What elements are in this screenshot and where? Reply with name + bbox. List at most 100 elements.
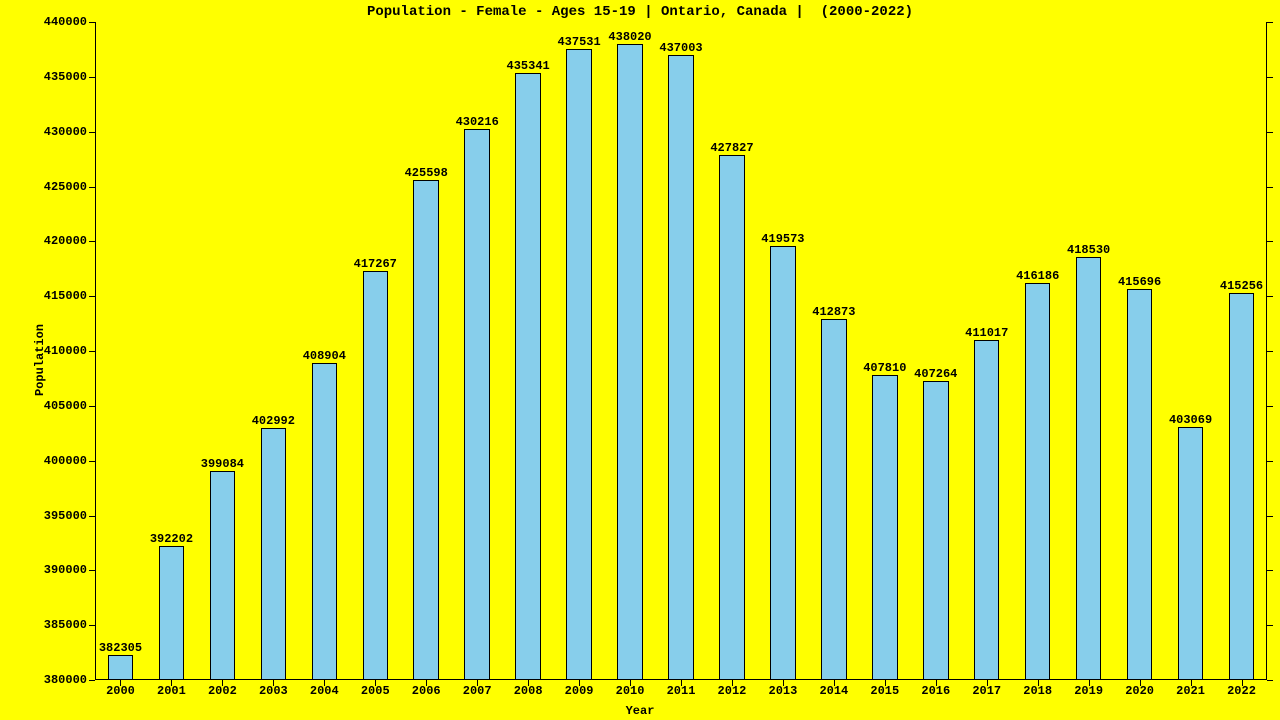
x-tick-label: 2007 xyxy=(463,684,492,698)
y-tick-right xyxy=(1267,625,1273,626)
y-tick-label: 405000 xyxy=(29,399,87,413)
bar xyxy=(719,155,744,680)
bar-value-label: 408904 xyxy=(303,349,346,363)
x-tick-label: 2005 xyxy=(361,684,390,698)
bar xyxy=(923,381,948,680)
bar-value-label: 407810 xyxy=(863,361,906,375)
x-tick-label: 2000 xyxy=(106,684,135,698)
bar xyxy=(1076,257,1101,680)
y-tick xyxy=(89,570,95,571)
y-tick-right xyxy=(1267,296,1273,297)
bar-value-label: 417267 xyxy=(354,257,397,271)
chart-container: Population - Female - Ages 15-19 | Ontar… xyxy=(0,0,1280,720)
y-tick-label: 415000 xyxy=(29,289,87,303)
y-tick-right xyxy=(1267,22,1273,23)
bar xyxy=(210,471,235,680)
bar xyxy=(312,363,337,680)
bar-value-label: 392202 xyxy=(150,532,193,546)
bar-value-label: 430216 xyxy=(456,115,499,129)
bar xyxy=(974,340,999,680)
y-tick-right xyxy=(1267,516,1273,517)
y-tick xyxy=(89,351,95,352)
bar xyxy=(668,55,693,680)
bar xyxy=(770,246,795,680)
y-tick xyxy=(89,22,95,23)
bar xyxy=(413,180,438,680)
bar-value-label: 382305 xyxy=(99,641,142,655)
y-tick-right xyxy=(1267,406,1273,407)
y-tick-right xyxy=(1267,461,1273,462)
bar xyxy=(515,73,540,680)
y-tick xyxy=(89,132,95,133)
x-tick-label: 2006 xyxy=(412,684,441,698)
bar-value-label: 418530 xyxy=(1067,243,1110,257)
y-tick-label: 430000 xyxy=(29,125,87,139)
bar-value-label: 425598 xyxy=(405,166,448,180)
bar-value-label: 438020 xyxy=(608,30,651,44)
bar xyxy=(108,655,133,680)
y-tick-label: 390000 xyxy=(29,563,87,577)
x-tick-label: 2021 xyxy=(1176,684,1205,698)
y-tick-right xyxy=(1267,132,1273,133)
bar-value-label: 403069 xyxy=(1169,413,1212,427)
x-tick-label: 2001 xyxy=(157,684,186,698)
y-tick-label: 420000 xyxy=(29,234,87,248)
bar xyxy=(363,271,388,680)
bar xyxy=(1025,283,1050,680)
bar xyxy=(1127,289,1152,680)
y-tick xyxy=(89,406,95,407)
y-tick xyxy=(89,187,95,188)
y-axis-label: Population xyxy=(33,324,47,396)
x-tick-label: 2010 xyxy=(616,684,645,698)
y-tick-label: 395000 xyxy=(29,509,87,523)
x-tick-label: 2002 xyxy=(208,684,237,698)
y-tick-right xyxy=(1267,187,1273,188)
chart-title: Population - Female - Ages 15-19 | Ontar… xyxy=(0,4,1280,20)
y-tick xyxy=(89,77,95,78)
bar xyxy=(617,44,642,680)
bar-value-label: 399084 xyxy=(201,457,244,471)
x-tick-label: 2012 xyxy=(718,684,747,698)
y-tick-right xyxy=(1267,77,1273,78)
bar-value-label: 437531 xyxy=(557,35,600,49)
bar xyxy=(1229,293,1254,680)
x-tick-label: 2019 xyxy=(1074,684,1103,698)
bar xyxy=(464,129,489,680)
y-tick xyxy=(89,296,95,297)
x-tick-label: 2015 xyxy=(870,684,899,698)
x-tick-label: 2008 xyxy=(514,684,543,698)
x-tick-label: 2017 xyxy=(972,684,1001,698)
y-tick-label: 380000 xyxy=(29,673,87,687)
y-tick-right xyxy=(1267,351,1273,352)
y-tick-label: 435000 xyxy=(29,70,87,84)
y-tick-label: 400000 xyxy=(29,454,87,468)
bar xyxy=(1178,427,1203,680)
y-tick-right xyxy=(1267,570,1273,571)
x-tick-label: 2013 xyxy=(769,684,798,698)
y-tick xyxy=(89,241,95,242)
bar-value-label: 415696 xyxy=(1118,275,1161,289)
x-tick-label: 2009 xyxy=(565,684,594,698)
x-tick-label: 2003 xyxy=(259,684,288,698)
x-tick-label: 2016 xyxy=(921,684,950,698)
bar xyxy=(261,428,286,680)
y-tick xyxy=(89,516,95,517)
y-tick-label: 425000 xyxy=(29,180,87,194)
x-tick-label: 2022 xyxy=(1227,684,1256,698)
x-tick-label: 2014 xyxy=(819,684,848,698)
bar-value-label: 427827 xyxy=(710,141,753,155)
bar xyxy=(821,319,846,680)
y-tick-label: 440000 xyxy=(29,15,87,29)
bar-value-label: 407264 xyxy=(914,367,957,381)
bar xyxy=(566,49,591,680)
bar-value-label: 402992 xyxy=(252,414,295,428)
bar-value-label: 415256 xyxy=(1220,279,1263,293)
bar-value-label: 412873 xyxy=(812,305,855,319)
x-tick-label: 2018 xyxy=(1023,684,1052,698)
y-tick xyxy=(89,680,95,681)
bar xyxy=(159,546,184,680)
bar xyxy=(872,375,897,680)
x-tick-label: 2020 xyxy=(1125,684,1154,698)
y-tick-label: 410000 xyxy=(29,344,87,358)
bar-value-label: 435341 xyxy=(507,59,550,73)
